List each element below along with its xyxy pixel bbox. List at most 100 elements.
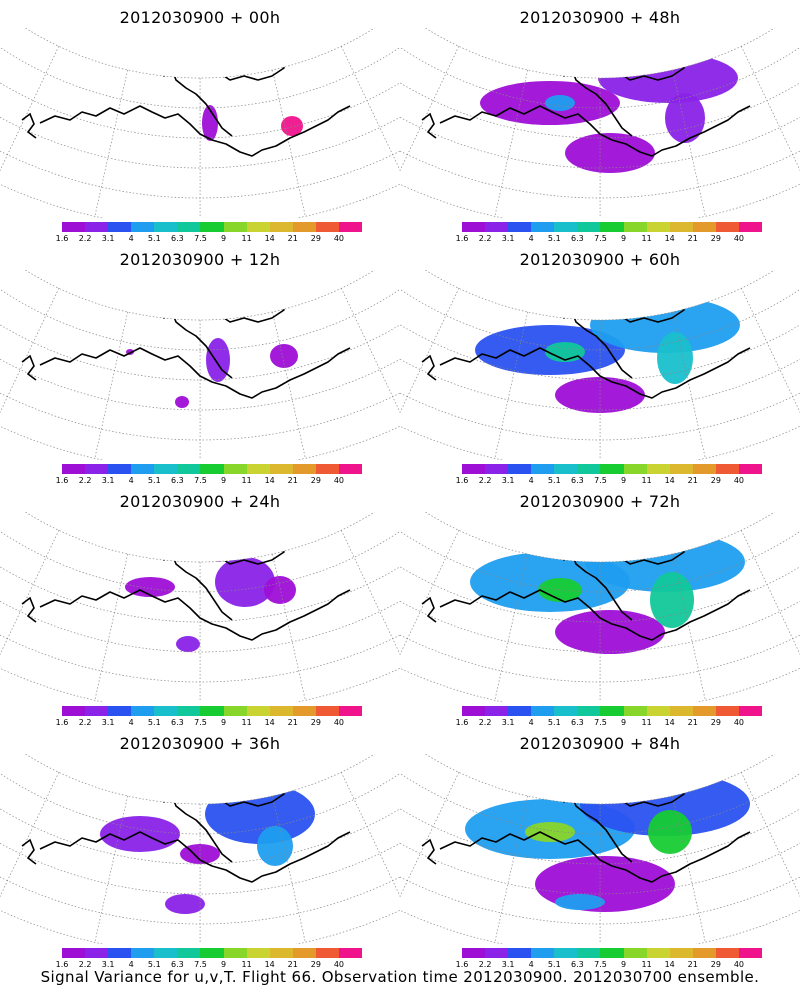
variance-region [281, 116, 303, 136]
shaded-field [465, 772, 750, 912]
variance-region [657, 332, 693, 384]
colorbar-swatch [623, 706, 647, 716]
colorbar-tick-label: 5.1 [147, 960, 161, 969]
colorbar-swatch [223, 706, 247, 716]
colorbar-tick-label: 7.5 [594, 960, 607, 969]
colorbar-swatch [692, 948, 716, 958]
colorbar-swatch [62, 948, 86, 958]
colorbar-swatch [508, 222, 532, 232]
colorbar-tick-label: 6.3 [571, 960, 584, 969]
colorbar-tick-label: 3.1 [101, 960, 115, 969]
map-panel-48h: 2012030900 + 48h 1.6 2.2 3.1 4 5.1 6.3 7.5 9 11 1… [400, 0, 800, 245]
colorbar-swatch [246, 222, 270, 232]
colorbar-tick-label: 21 [287, 234, 298, 243]
colorbar-swatch [200, 948, 224, 958]
colorbar-swatch [338, 706, 363, 716]
colorbar-tick-label: 21 [287, 960, 298, 969]
colorbar-swatch [62, 706, 86, 716]
colorbar-tick-label: 5.1 [547, 718, 561, 727]
map-panel-72h: 2012030900 + 72h 1.6 2.2 3.1 4 5.1 6.3 7.5 9 11 1… [400, 484, 800, 729]
colorbar-tick-label: 40 [733, 960, 745, 969]
colorbar-tick-label: 3.1 [101, 234, 115, 243]
colorbar-tick-label: 5.1 [547, 234, 561, 243]
coastline-fragment [21, 112, 37, 139]
colorbar-tick-label: 9 [620, 476, 627, 485]
colorbar-swatch [508, 464, 532, 474]
colorbar-swatch [269, 464, 293, 474]
colorbar-tick-label: 14 [264, 476, 275, 485]
colorbar-tick-label: 4 [128, 476, 134, 485]
colorbar-swatch [85, 948, 109, 958]
domain-boundary [0, 512, 400, 702]
panel-title: 2012030900 + 48h [519, 8, 681, 27]
colorbar-tick-label: 1.6 [455, 718, 469, 727]
colorbar-swatch [177, 948, 201, 958]
colorbar-tick-label: 11 [641, 234, 652, 243]
colorbar-swatch [292, 948, 316, 958]
colorbar-swatch [577, 222, 601, 232]
colorbar-swatch [223, 464, 247, 474]
colorbar-tick-label: 3.1 [101, 718, 115, 727]
colorbar-tick-label: 2.2 [478, 960, 492, 969]
graticule [0, 288, 400, 460]
colorbar-tick-label: 21 [687, 476, 698, 485]
colorbar-tick-label: 11 [241, 960, 252, 969]
colorbar-tick-label: 11 [641, 960, 652, 969]
colorbar-tick-label: 14 [264, 960, 275, 969]
panel-title: 2012030900 + 24h [119, 492, 281, 511]
colorbar-tick-label: 9 [620, 960, 627, 969]
map-panel-84h: 2012030900 + 84h 1.6 2.2 3.1 4 5.1 6.3 7.5 9 11 1… [400, 726, 800, 971]
colorbar-swatch [62, 464, 86, 474]
colorbar-swatch [715, 222, 739, 232]
colorbar-swatch [154, 464, 178, 474]
map-plot [0, 270, 400, 460]
variance-region [264, 576, 296, 604]
colorbar-swatch [600, 222, 624, 232]
colorbar-tick-label: 11 [641, 718, 652, 727]
domain-boundary [400, 512, 800, 702]
colorbar-swatch [131, 948, 155, 958]
colorbar-swatch [131, 222, 155, 232]
colorbar-tick-label: 29 [310, 234, 321, 243]
colorbar-swatch [177, 706, 201, 716]
colorbar-swatch [577, 948, 601, 958]
colorbar-tick-label: 6.3 [571, 718, 584, 727]
colorbar-tick-label: 2.2 [478, 234, 492, 243]
variance-region [545, 95, 575, 111]
colorbar-tick-label: 11 [241, 234, 252, 243]
colorbar-swatch [669, 222, 693, 232]
colorbar-swatch [246, 706, 270, 716]
colorbar-swatch [223, 222, 247, 232]
colorbar-tick-label: 4 [128, 718, 134, 727]
coastlines [39, 531, 351, 641]
shaded-field [100, 784, 315, 914]
colorbar-swatch [646, 706, 670, 716]
colorbar-tick-label: 2.2 [478, 718, 492, 727]
colorbar-tick-label: 9 [220, 476, 227, 485]
colorbar-tick-label: 9 [220, 960, 227, 969]
colorbar-tick-label: 5.1 [547, 960, 561, 969]
colorbar-tick-label: 2.2 [78, 476, 92, 485]
colorbar-swatch [338, 222, 363, 232]
colorbar-swatch [269, 706, 293, 716]
colorbar-tick-label: 14 [664, 718, 675, 727]
colorbar-swatch [154, 706, 178, 716]
colorbar-swatch [577, 706, 601, 716]
colorbar-tick-label: 14 [264, 718, 275, 727]
colorbar-swatch [292, 222, 316, 232]
colorbar-swatch [200, 464, 224, 474]
map-panel-12h: 2012030900 + 12h 1.6 2.2 3.1 4 5.1 6.3 7.5 9 11 1… [0, 242, 400, 487]
panel-title: 2012030900 + 00h [119, 8, 281, 27]
colorbar-tick-label: 40 [333, 476, 345, 485]
graticule [0, 530, 400, 702]
variance-region [215, 557, 275, 607]
colorbar-labels: 1.6 2.2 3.1 4 5.1 6.3 7.5 9 11 14 21 29 40 [56, 234, 362, 244]
variance-region [538, 578, 582, 602]
panel-title: 2012030900 + 72h [519, 492, 681, 511]
map-plot [400, 270, 800, 460]
coastlines [39, 289, 351, 399]
colorbar-swatch [554, 948, 578, 958]
coastlines [39, 47, 351, 157]
colorbar-swatch [531, 706, 555, 716]
colorbar-swatch [85, 222, 109, 232]
